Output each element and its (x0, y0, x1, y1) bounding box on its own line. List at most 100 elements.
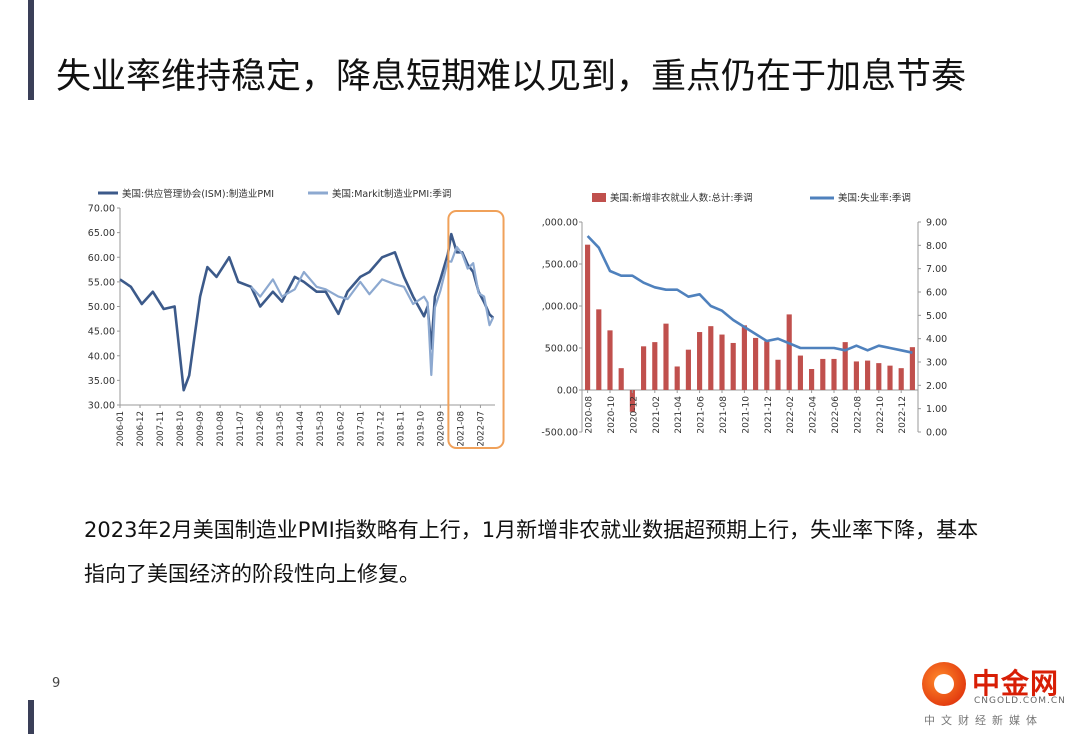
payroll-bar (663, 323, 669, 390)
left-tick-label: ,000.00 (542, 302, 578, 313)
payroll-unemployment-chart: 美国:新增非农就业人数:总计:季调 美国:失业率:季调 -500.00 0.00 500… (520, 180, 960, 465)
right-tick-label: 6.00 (926, 288, 947, 299)
payroll-bar (831, 358, 837, 390)
payroll-bar (618, 368, 624, 390)
payroll-bar (797, 355, 803, 390)
payroll-bar (685, 349, 691, 390)
payroll-chart-svg: 美国:新增非农就业人数:总计:季调 美国:失业率:季调 -500.00 0.00 500… (541, 192, 947, 439)
x-tick-label: 2021-06 (697, 396, 707, 434)
payroll-bar (652, 342, 658, 390)
x-tick-label: 2017-01 (356, 411, 366, 447)
y-tick-label: 55.00 (88, 277, 115, 288)
left-tick-label: ,000.00 (542, 218, 578, 229)
cngold-logo: 中金网 CNGOLD.COM.CN 中文财经新媒体 (922, 660, 1072, 730)
summary-text: 2023年2月美国制造业PMI指数略有上行，1月新增非农就业数据超预期上行，失业… (84, 518, 979, 586)
payroll-bar (708, 326, 714, 390)
x-tick-label: 2022-06 (831, 396, 841, 434)
x-tick-label: 2015-03 (316, 411, 326, 447)
x-tick-label: 2022-08 (853, 396, 863, 434)
y-tick-label: 70.00 (88, 204, 115, 215)
payroll-bar (596, 309, 602, 390)
legend-swatch-bars (592, 193, 606, 202)
pmi-chart: 美国:供应管理协会(ISM):制造业PMI 美国:Markit制造业PMI:季调 3… (80, 180, 510, 465)
payroll-bar (809, 369, 815, 390)
payroll-bar (898, 368, 904, 390)
x-tick-label: 2021-04 (674, 396, 684, 434)
y-tick-label: 60.00 (88, 253, 115, 264)
x-tick-label: 2020-08 (585, 396, 595, 434)
legend-label-line: 美国:失业率:季调 (838, 192, 911, 204)
payroll-bar (629, 390, 635, 412)
right-tick-label: 4.00 (926, 334, 947, 345)
left-tick-label: -500.00 (541, 428, 578, 439)
logo-mark-icon (922, 662, 966, 706)
payroll-bar (909, 347, 915, 390)
x-tick-label: 2021-12 (764, 396, 774, 434)
x-tick-label: 2021-02 (652, 396, 662, 434)
legend-label-1: 美国:Markit制造业PMI:季调 (332, 188, 451, 200)
payroll-bar (865, 360, 871, 390)
right-tick-label: 2.00 (926, 381, 947, 392)
logo-domain: CNGOLD.COM.CN (974, 696, 1066, 706)
right-tick-label: 1.00 (926, 404, 947, 415)
x-tick-label: 2008-10 (176, 411, 186, 447)
x-tick-label: 2006-01 (116, 411, 126, 447)
x-tick-label: 2017-12 (376, 411, 386, 447)
highlight-box (447, 210, 505, 449)
payroll-bar (674, 366, 680, 390)
x-tick-label: 2020-09 (436, 411, 446, 447)
payroll-bar (753, 337, 759, 390)
x-tick-label: 2018-11 (396, 411, 406, 447)
payroll-bar (730, 342, 736, 390)
right-tick-label: 7.00 (926, 264, 947, 275)
right-tick-label: 8.00 (926, 241, 947, 252)
x-tick-label: 2021-10 (741, 396, 751, 434)
payroll-bar (719, 334, 725, 390)
x-tick-label: 2014-04 (296, 411, 306, 447)
unemployment-line (586, 235, 913, 354)
series-line-1 (250, 245, 495, 377)
payroll-bar (585, 244, 591, 390)
payroll-bar (876, 363, 882, 390)
x-tick-label: 2020-12 (629, 396, 639, 434)
left-tick-label: 0.00 (557, 386, 578, 397)
x-tick-label: 2019-10 (416, 411, 426, 447)
x-tick-label: 2007-11 (156, 411, 166, 447)
right-tick-label: 3.00 (926, 358, 947, 369)
y-tick-label: 45.00 (88, 327, 115, 338)
left-tick-label: ,500.00 (542, 260, 578, 271)
logo-name: 中金网 (972, 667, 1060, 700)
legend-label-0: 美国:供应管理协会(ISM):制造业PMI (122, 188, 274, 200)
y-tick-label: 50.00 (88, 302, 115, 313)
left-tick-label: 500.00 (545, 344, 578, 355)
top-accent-bar (28, 0, 34, 100)
x-tick-label: 2022-02 (786, 396, 796, 434)
x-tick-label: 2022-04 (809, 396, 819, 434)
pmi-chart-svg: 美国:供应管理协会(ISM):制造业PMI 美国:Markit制造业PMI:季调 3… (88, 188, 505, 449)
right-tick-label: 9.00 (926, 218, 947, 229)
x-tick-label: 2010-08 (216, 411, 226, 447)
page-number: 9 (52, 676, 61, 691)
y-tick-label: 35.00 (88, 376, 115, 387)
x-tick-label: 2022-10 (876, 396, 886, 434)
payroll-bar (786, 314, 792, 390)
x-tick-label: 2011-07 (236, 411, 246, 447)
payroll-bar (820, 358, 826, 390)
x-tick-label: 2022-07 (476, 411, 486, 447)
x-tick-label: 2013-05 (276, 411, 286, 447)
payroll-bar (641, 346, 647, 390)
x-tick-label: 2020-10 (607, 396, 617, 434)
bottom-accent-bar (28, 700, 34, 734)
payroll-bar (697, 332, 703, 390)
payroll-bar (842, 342, 848, 390)
x-tick-label: 2012-06 (256, 411, 266, 447)
legend-label-bars: 美国:新增非农就业人数:总计:季调 (610, 192, 753, 204)
payroll-bar (764, 341, 770, 390)
series-line-0 (119, 232, 495, 392)
right-tick-label: 5.00 (926, 311, 947, 322)
payroll-bar (887, 365, 893, 390)
x-tick-label: 2009-09 (196, 411, 206, 447)
x-tick-label: 2022-12 (898, 396, 908, 434)
payroll-bar (775, 359, 781, 390)
payroll-bar (741, 325, 747, 390)
